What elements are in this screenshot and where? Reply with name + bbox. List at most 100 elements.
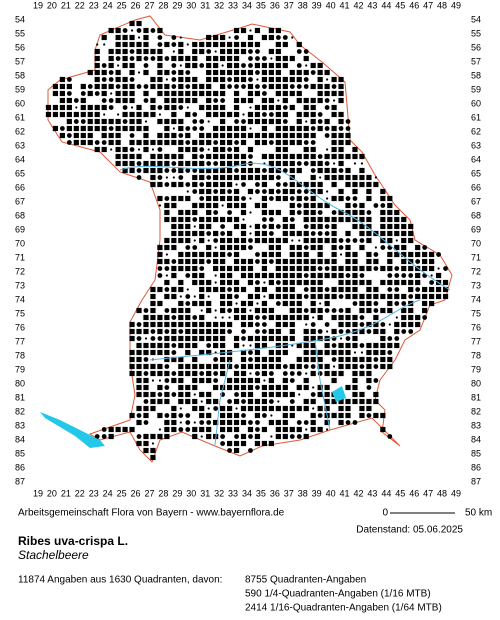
dot [242,113,245,116]
dot [394,273,400,278]
dot [151,379,155,382]
dot [171,392,177,397]
dot [331,90,337,97]
dot [310,322,316,327]
dot [296,203,302,208]
dot [261,272,268,279]
dot [233,251,240,258]
dot [366,398,372,405]
dot [199,420,205,425]
dot [171,77,177,82]
dot [359,209,365,216]
dot [178,265,184,272]
dot [185,140,191,145]
dot [213,62,219,69]
dot [317,125,323,132]
dot [241,119,246,124]
dot [213,132,219,139]
dot [373,357,379,362]
dot [387,356,393,363]
dot [303,84,309,89]
dot [150,167,156,174]
dot [157,384,163,391]
dot [255,420,260,425]
dot [192,328,198,335]
dot [289,286,295,293]
dot [331,174,337,181]
dot [373,308,379,313]
dot [213,230,219,237]
dot [387,251,393,258]
dot [214,316,217,319]
dot [296,371,302,376]
dot [207,120,210,123]
dot [275,111,281,118]
dot [108,118,114,125]
dot [338,238,344,243]
dot [345,412,351,419]
dot [164,118,170,125]
dot [249,309,252,312]
dot [373,293,379,300]
dot [296,293,302,300]
row-label: 79 [471,364,481,374]
dot [157,147,163,152]
dot [317,188,323,195]
dot [87,111,93,118]
dot [240,286,247,293]
dot [226,160,233,167]
dot [220,76,226,83]
dot [164,69,170,76]
row-label: 77 [471,336,481,346]
dot [213,146,219,153]
dot [422,286,428,293]
dot [164,90,170,97]
dot [73,132,79,139]
dot [143,405,149,412]
dot [275,139,281,146]
dot [226,265,233,272]
dot [178,153,184,160]
dot [115,139,121,146]
dot [213,335,219,342]
dot [143,125,149,132]
dot [206,175,212,180]
dot [262,91,267,96]
dot [401,301,407,306]
dot [255,84,260,89]
column-label: 35 [256,0,266,10]
dot [157,55,163,62]
dot [220,188,226,195]
dot [282,412,288,419]
dot [261,405,268,412]
dot [263,379,266,382]
dot [136,104,142,111]
dot [268,405,274,412]
dot [143,160,149,167]
dot [164,433,170,440]
dot [206,335,212,342]
dot [296,230,302,237]
dot [220,370,226,377]
dot [213,55,219,62]
dot [380,307,386,314]
dot [268,140,274,145]
dot [171,84,177,89]
dot [310,265,316,272]
dot [206,279,212,286]
dot [178,321,184,328]
dot [136,153,142,160]
dot [310,392,316,397]
common-name: Stachelbeere [18,548,89,562]
dot [324,349,330,356]
dot [233,195,240,202]
dot [254,335,261,342]
dot [254,307,261,314]
dot [268,293,274,300]
dot [220,160,226,167]
dot [115,90,121,97]
dot [157,370,163,377]
dot [178,41,184,48]
dot [164,244,170,251]
dot [164,132,170,139]
